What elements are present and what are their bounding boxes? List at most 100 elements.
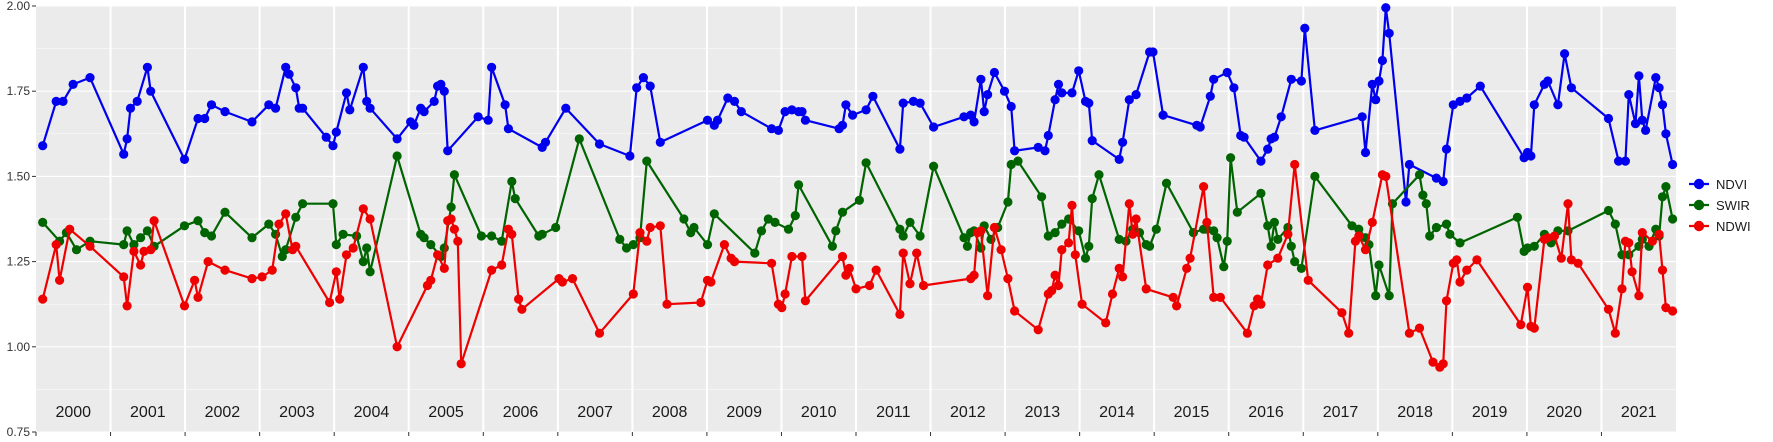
data-point-ndwi [220, 265, 230, 275]
data-point-swir [1043, 231, 1053, 241]
data-point-swir [419, 233, 429, 243]
data-point-ndwi [797, 251, 807, 262]
data-point-ndvi [1603, 113, 1614, 124]
year-label: 2016 [1248, 404, 1284, 421]
data-point-ndwi [136, 260, 146, 270]
data-point-swir [1529, 241, 1539, 251]
data-point-ndwi [1107, 289, 1118, 299]
data-point-ndwi [787, 251, 797, 262]
data-point-ndwi [1290, 159, 1300, 170]
data-point-swir [1266, 241, 1276, 251]
data-point-ndwi [1003, 274, 1013, 284]
data-point-swir [193, 216, 203, 226]
data-point-swir [1050, 228, 1060, 238]
data-point-swir [1256, 188, 1266, 198]
data-point-ndvi [1560, 49, 1570, 59]
data-point-ndvi [773, 125, 784, 135]
data-point-ndvi [1630, 119, 1641, 129]
year-label: 2017 [1323, 404, 1359, 421]
data-point-ndwi [65, 224, 75, 234]
data-point-ndvi [915, 98, 925, 108]
data-point-ndwi [291, 241, 301, 251]
data-point-swir [1431, 222, 1441, 233]
data-point-ndwi [179, 301, 190, 311]
data-point-ndwi [517, 304, 527, 314]
data-point-ndwi [1624, 238, 1634, 248]
data-point-swir [628, 240, 638, 250]
data-point-ndvi [122, 134, 132, 144]
data-point-ndwi [487, 265, 497, 275]
data-point-ndwi [1381, 171, 1391, 181]
data-point-ndwi [1603, 304, 1614, 314]
data-point-ndvi [1620, 156, 1630, 166]
data-point-swir [298, 199, 308, 209]
data-point-swir [1222, 236, 1232, 246]
data-point-swir [1512, 212, 1522, 222]
data-point-ndvi [146, 86, 156, 96]
data-point-ndwi [149, 216, 159, 226]
data-point-swir [1087, 194, 1097, 204]
data-point-ndvi [625, 151, 635, 161]
data-point-ndwi [1124, 199, 1134, 209]
data-point-swir [709, 209, 719, 219]
data-point-ndwi [129, 246, 139, 256]
data-point-swir [206, 231, 217, 241]
year-label: 2008 [652, 404, 688, 421]
data-point-swir [702, 240, 713, 250]
data-point-ndwi [912, 248, 922, 258]
data-point-ndwi [274, 219, 284, 229]
data-point-ndvi [1441, 144, 1452, 154]
data-point-ndvi [1384, 28, 1394, 38]
year-label: 2013 [1025, 404, 1061, 421]
data-point-ndwi [767, 258, 777, 268]
data-point-ndvi [362, 96, 372, 106]
data-point-swir [1226, 153, 1236, 163]
data-point-ndwi [122, 301, 132, 311]
data-point-ndvi [328, 141, 338, 151]
data-point-swir [898, 231, 908, 241]
data-point-ndvi [503, 124, 513, 134]
data-point-ndvi [1529, 100, 1539, 110]
data-point-ndwi [1367, 217, 1377, 227]
data-point-ndwi [1070, 250, 1080, 260]
data-point-ndvi [929, 122, 939, 132]
data-point-ndvi [645, 81, 655, 91]
data-point-ndvi [969, 117, 979, 127]
data-point-swir [1657, 192, 1668, 202]
data-point-ndvi [561, 103, 571, 113]
data-point-ndvi [1195, 122, 1205, 132]
data-point-ndwi [851, 284, 861, 294]
data-point-ndvi [1526, 151, 1536, 161]
data-point-ndvi [1209, 74, 1219, 84]
data-point-ndvi [1084, 98, 1094, 108]
data-point-ndwi [507, 229, 517, 239]
data-point-ndvi [713, 115, 723, 125]
data-point-swir [1006, 159, 1016, 170]
data-point-ndwi [1354, 231, 1364, 241]
data-point-ndwi [1168, 292, 1178, 302]
year-label: 2000 [55, 404, 91, 421]
data-point-ndwi [983, 291, 993, 301]
year-label: 2005 [428, 404, 464, 421]
data-point-swir [1232, 207, 1242, 217]
data-point-ndvi [1229, 83, 1239, 93]
data-point-ndwi [1438, 359, 1448, 369]
data-point-ndwi [433, 250, 443, 260]
data-point-ndvi [85, 73, 95, 83]
data-point-ndvi [38, 141, 48, 151]
data-point-ndvi [321, 132, 331, 142]
data-point-ndvi [800, 115, 811, 125]
data-point-ndvi [331, 127, 341, 137]
data-point-ndvi [284, 69, 294, 79]
data-point-swir [497, 236, 507, 246]
data-point-ndvi [68, 79, 78, 89]
data-point-ndwi [642, 236, 652, 246]
data-point-swir [621, 243, 632, 253]
data-point-swir [959, 233, 969, 243]
data-point-swir [136, 233, 146, 243]
data-point-swir [1414, 170, 1425, 180]
data-point-ndvi [1431, 173, 1441, 183]
year-label: 2014 [1099, 404, 1135, 421]
data-point-ndvi [1371, 95, 1381, 105]
